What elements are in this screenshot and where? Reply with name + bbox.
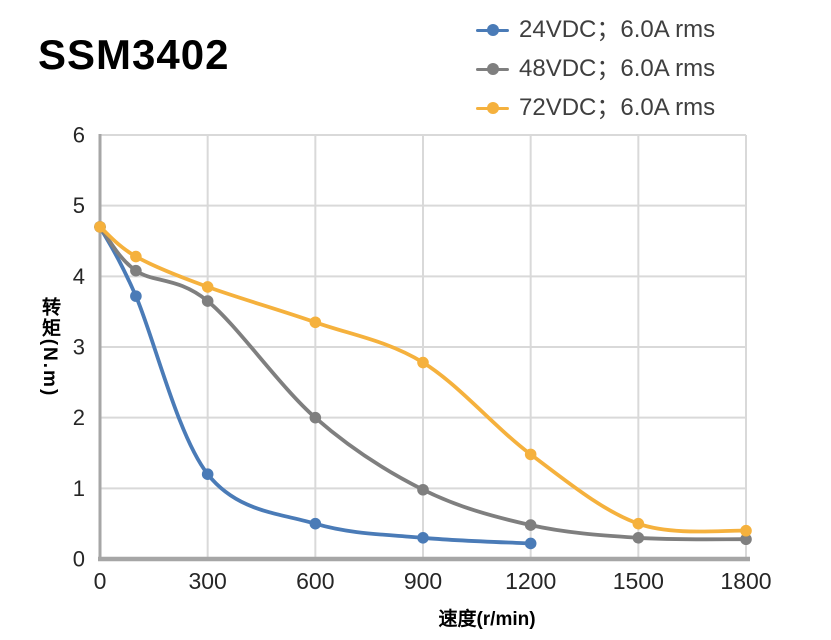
legend-item-24vdc: 24VDC；6.0A rms [476, 10, 716, 43]
y-tick-label: 6 [73, 123, 85, 148]
x-tick-label: 900 [404, 568, 442, 594]
y-tick-label: 0 [73, 547, 85, 572]
x-tick-label: 1800 [720, 568, 771, 594]
data-point-marker-series-0 [417, 532, 429, 544]
y-axis-title: 转矩(N.m) [39, 296, 60, 398]
legend-marker-24vdc-icon [476, 24, 509, 37]
legend-label-24vdc: 24VDC；6.0A rms [519, 15, 716, 43]
data-point-marker-series-1 [632, 532, 645, 544]
data-point-marker-series-2 [632, 517, 645, 530]
data-point-marker-series-2 [524, 448, 537, 461]
data-point-marker-series-0 [201, 468, 214, 481]
x-axis-title: 速度(r/min) [438, 609, 536, 630]
legend-marker-48vdc-icon [476, 63, 509, 76]
y-tick-label: 1 [73, 476, 85, 501]
data-point-marker-series-2 [130, 250, 142, 263]
legend-label-48vdc: 48VDC；6.0A rms [519, 54, 716, 82]
x-tick-label: 600 [296, 568, 334, 594]
x-tick-label: 0 [94, 568, 107, 594]
series-line-1 [98, 225, 748, 542]
y-tick-label: 3 [73, 335, 85, 360]
data-point-marker-series-2 [201, 281, 214, 293]
data-point-marker-series-2 [417, 356, 429, 369]
data-point-marker-series-0 [524, 537, 537, 550]
y-tick-label: 5 [73, 193, 85, 218]
x-tick-label: 300 [188, 568, 226, 594]
data-point-marker-series-1 [524, 519, 537, 531]
data-point-marker-series-1 [740, 533, 752, 546]
data-point-marker-series-1 [130, 264, 142, 277]
chart-legend: 24VDC；6.0A rms 48VDC；6.0A rms 72VDC；6.0A… [476, 10, 716, 121]
legend-marker-72vdc-icon [476, 102, 509, 115]
legend-item-72vdc: 72VDC；6.0A rms [476, 88, 716, 121]
legend-item-48vdc: 48VDC；6.0A rms [476, 49, 716, 82]
chart-title: SSM3402 [38, 31, 230, 78]
data-point-marker-series-2 [740, 524, 752, 537]
data-point-marker-series-0 [309, 517, 322, 530]
data-point-marker-series-2 [309, 316, 322, 329]
y-tick-label: 2 [73, 405, 85, 430]
data-point-marker-series-1 [309, 411, 322, 424]
series-line-2 [98, 225, 748, 534]
x-tick-label: 1200 [505, 568, 556, 594]
y-tick-label: 4 [73, 264, 85, 289]
data-point-marker-series-0 [130, 290, 142, 302]
legend-label-72vdc: 72VDC；6.0A rms [519, 93, 716, 121]
data-point-marker-series-1 [417, 483, 429, 496]
data-point-marker-series-2 [94, 221, 106, 233]
x-tick-label: 1500 [613, 568, 664, 594]
data-point-marker-series-1 [201, 295, 214, 307]
